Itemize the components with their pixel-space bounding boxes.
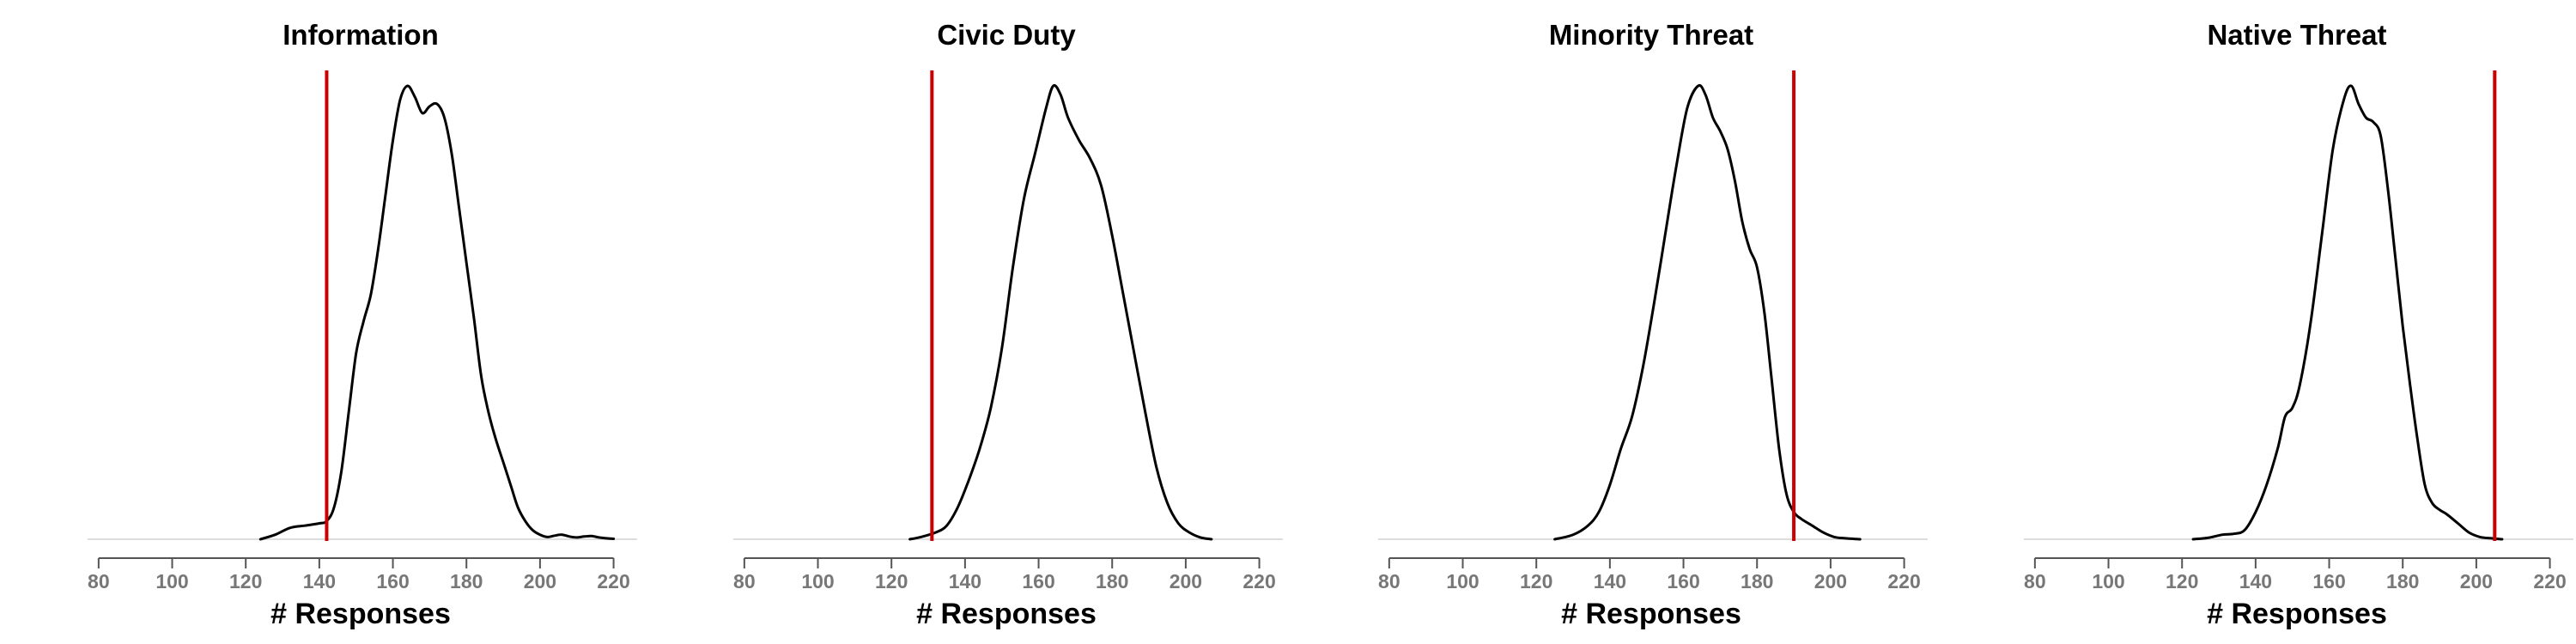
x-tick-label: 80 <box>2024 570 2046 592</box>
density-curve <box>2191 84 2504 541</box>
x-axis-label: # Responses <box>916 598 1097 630</box>
x-tick-label: 160 <box>1667 570 1699 592</box>
x-tick-label: 100 <box>801 570 834 592</box>
density-curve <box>1553 83 1862 541</box>
density-panel: 80 100 120 140 160 180 200 220 Information # Resp… <box>88 19 637 630</box>
x-tick-label: 160 <box>1022 570 1054 592</box>
x-tick-label: 220 <box>1242 570 1275 592</box>
density-panel: 80 100 120 140 160 180 200 220 Civic Duty # Respo… <box>733 19 1283 630</box>
x-tick-label: 100 <box>155 570 188 592</box>
panel-title: Minority Threat <box>1549 19 1753 51</box>
x-tick-label: 180 <box>2386 570 2419 592</box>
x-tick-label: 120 <box>229 570 262 592</box>
x-tick-label: 220 <box>597 570 629 592</box>
x-tick-label: 200 <box>2460 570 2493 592</box>
x-tick-label: 140 <box>1594 570 1626 592</box>
x-axis-label: # Responses <box>1561 598 1741 630</box>
x-axis-label: # Responses <box>2207 598 2387 630</box>
density-panel: 80 100 120 140 160 180 200 220 Native Threat # Re… <box>2024 19 2573 630</box>
x-tick-label: 120 <box>875 570 908 592</box>
density-panel: 80 100 120 140 160 180 200 220 Minority Threat # … <box>1378 19 1928 630</box>
x-tick-label: 160 <box>2312 570 2345 592</box>
panel-title: Native Threat <box>2207 19 2386 51</box>
density-curve <box>908 83 1213 541</box>
x-tick-label: 80 <box>1378 570 1400 592</box>
x-tick-label: 180 <box>1741 570 1773 592</box>
x-tick-label: 200 <box>1814 570 1847 592</box>
x-tick-label: 200 <box>1170 570 1202 592</box>
x-tick-label: 220 <box>2533 570 2566 592</box>
x-tick-label: 100 <box>1446 570 1479 592</box>
x-tick-label: 80 <box>733 570 756 592</box>
x-tick-label: 160 <box>376 570 409 592</box>
panel-title: Information <box>283 19 438 51</box>
x-tick-label: 220 <box>1887 570 1920 592</box>
panel-title: Civic Duty <box>937 19 1076 51</box>
x-tick-label: 80 <box>88 570 110 592</box>
x-tick-label: 200 <box>524 570 556 592</box>
x-tick-label: 180 <box>1096 570 1128 592</box>
density-curve <box>258 84 616 541</box>
x-tick-label: 140 <box>303 570 336 592</box>
x-tick-label: 120 <box>1520 570 1552 592</box>
x-tick-label: 180 <box>450 570 483 592</box>
x-tick-label: 100 <box>2092 570 2124 592</box>
x-tick-label: 120 <box>2166 570 2198 592</box>
x-axis-label: # Responses <box>270 598 451 630</box>
x-tick-label: 140 <box>949 570 981 592</box>
x-tick-label: 140 <box>2239 570 2272 592</box>
